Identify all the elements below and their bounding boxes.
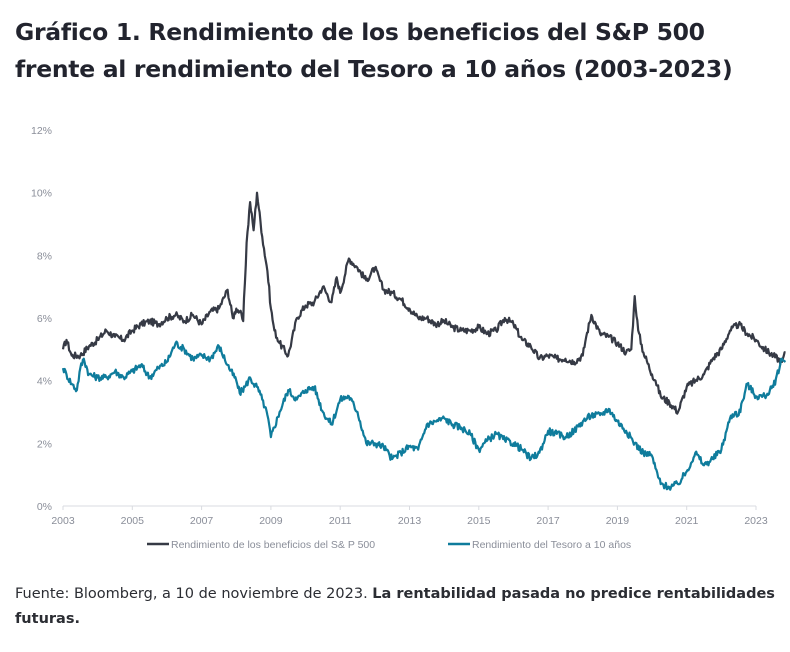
footer-note: Fuente: Bloomberg, a 10 de noviembre de … xyxy=(15,582,775,632)
legend-label: Rendimiento de los beneficios del S& P 5… xyxy=(171,539,375,551)
y-tick-label: 12% xyxy=(31,125,52,137)
chart-title: Gráfico 1. Rendimiento de los beneficios… xyxy=(15,18,733,83)
disclaimer-text: La rentabilidad pasada no predice rentab… xyxy=(15,586,775,627)
x-axis: 2003 2005 2007 2009 2011 2013 2015 2017 2019 2021… xyxy=(51,505,768,527)
series-layer xyxy=(61,191,787,491)
x-tick-label: 2015 xyxy=(467,515,491,527)
x-tick-label: 2021 xyxy=(675,515,699,527)
y-tick-label: 0% xyxy=(37,501,52,513)
x-tick-label: 2013 xyxy=(398,515,422,527)
legend: Rendimiento de los beneficios del S& P 5… xyxy=(147,539,631,551)
x-tick-label: 2003 xyxy=(51,515,75,527)
legend-label: Rendimiento del Tesoro a 10 años xyxy=(472,539,631,551)
source-text: Fuente: Bloomberg, a 10 de noviembre de … xyxy=(15,586,373,602)
x-tick-label: 2017 xyxy=(536,515,560,527)
y-tick-label: 8% xyxy=(37,250,52,262)
x-tick-label: 2005 xyxy=(121,515,145,527)
x-tick-label: 2009 xyxy=(259,515,283,527)
y-tick-label: 2% xyxy=(37,438,52,450)
chart-container: 0% 2% 4% 6% 8% 10% 12% 2003 2005 2007 2009 2011 201… xyxy=(0,110,790,565)
y-tick-label: 10% xyxy=(31,188,52,200)
earnings-yield-line xyxy=(61,191,786,415)
y-axis: 0% 2% 4% 6% 8% 10% 12% xyxy=(31,125,52,513)
line-chart: 0% 2% 4% 6% 8% 10% 12% 2003 2005 2007 2009 2011 201… xyxy=(31,125,787,551)
x-tick-label: 2023 xyxy=(744,515,768,527)
x-tick-label: 2007 xyxy=(190,515,214,527)
y-tick-label: 4% xyxy=(37,376,52,388)
x-tick-label: 2011 xyxy=(329,515,352,527)
y-tick-label: 6% xyxy=(37,313,52,325)
treasury-yield-line xyxy=(61,340,787,491)
x-tick-label: 2019 xyxy=(606,515,630,527)
